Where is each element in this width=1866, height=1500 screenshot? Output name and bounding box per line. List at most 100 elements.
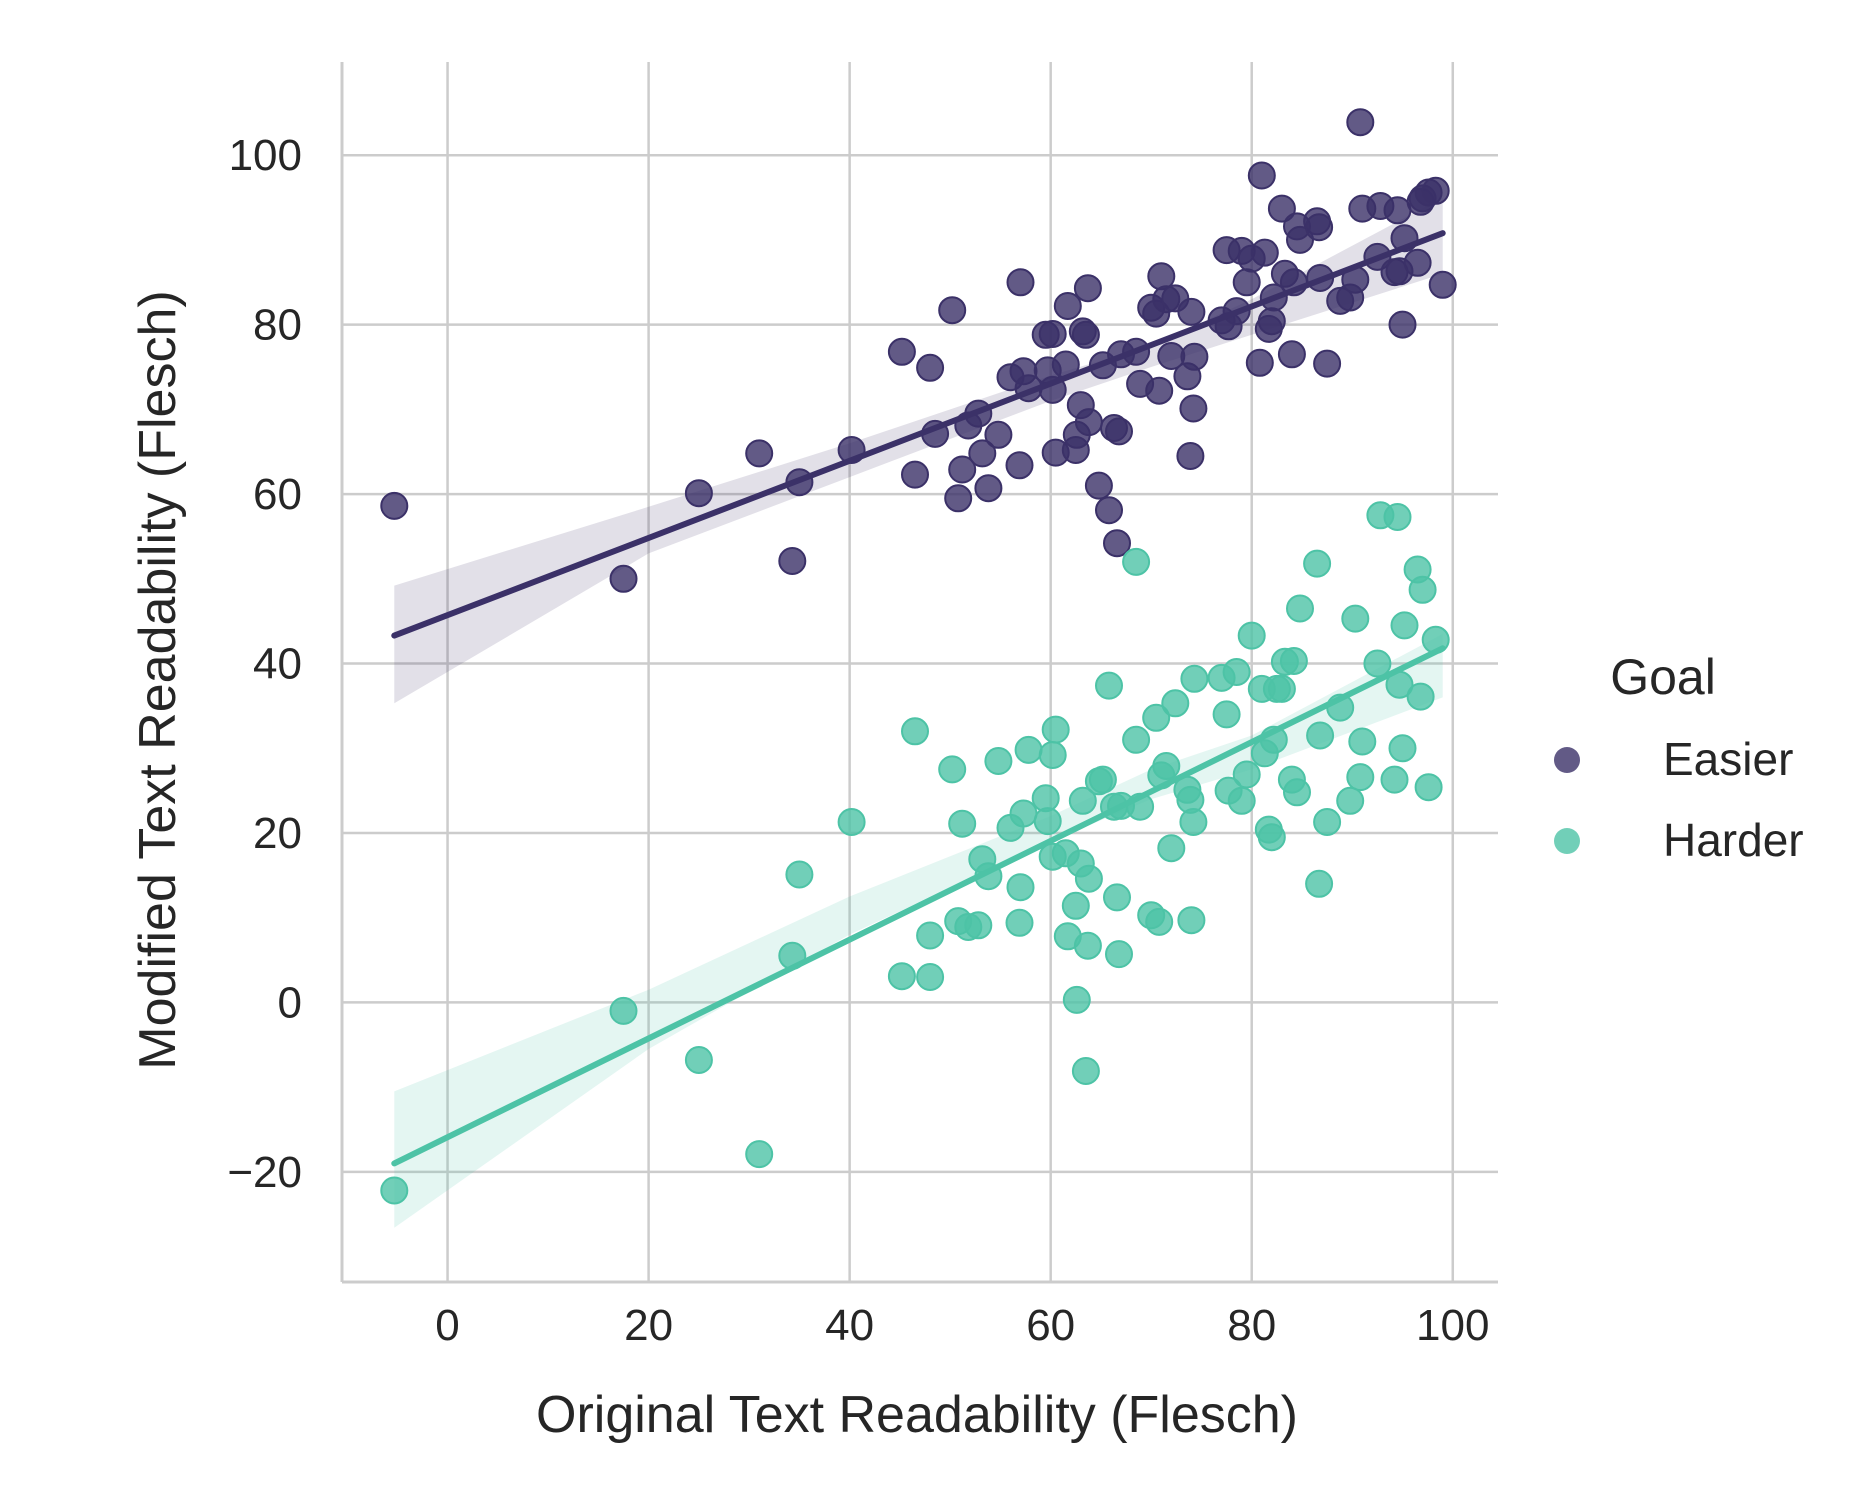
point-easier (1176, 442, 1205, 470)
point-harder (1179, 808, 1208, 836)
point-harder (1161, 689, 1190, 718)
point-harder (1041, 715, 1070, 744)
point-harder (1267, 674, 1296, 703)
point-harder (984, 747, 1013, 775)
point-easier (778, 547, 807, 575)
point-harder (1157, 834, 1186, 863)
point-harder (1122, 725, 1151, 754)
data-points (380, 108, 1457, 1205)
point-harder (948, 809, 977, 838)
point-easier (1005, 451, 1034, 480)
point-harder (1222, 658, 1251, 686)
point-harder (1388, 734, 1417, 763)
point-easier (1245, 348, 1274, 377)
point-easier (1383, 196, 1412, 225)
point-harder (1103, 883, 1131, 912)
point-harder (1279, 647, 1308, 675)
x-tick-label: 0 (435, 1301, 459, 1350)
point-easier (968, 439, 997, 468)
y-tick-label: 20 (253, 809, 302, 858)
point-harder (1061, 891, 1090, 920)
point-harder (1348, 727, 1377, 756)
point-harder (1074, 864, 1103, 893)
point-harder (380, 1176, 409, 1205)
point-harder (887, 962, 916, 991)
legend-title: Goal (1610, 649, 1716, 705)
point-harder (1095, 671, 1123, 700)
point-easier (1105, 417, 1133, 446)
point-easier (1071, 320, 1100, 349)
point-harder (1406, 682, 1435, 711)
point-harder (1227, 786, 1256, 815)
point-harder (1033, 807, 1062, 836)
legend-label-easier: Easier (1663, 733, 1793, 785)
x-tick-label: 60 (1026, 1301, 1075, 1350)
point-harder (1152, 752, 1181, 780)
ci-band-easier (394, 197, 1443, 704)
point-easier (1403, 248, 1432, 277)
y-tick-label: −20 (227, 1148, 302, 1197)
legend-label-harder: Harder (1663, 814, 1804, 866)
point-harder (1414, 773, 1443, 802)
point-harder (1006, 873, 1035, 902)
point-harder (1062, 985, 1091, 1014)
point-harder (1303, 549, 1332, 578)
legend: Goal Easier Harder (1554, 649, 1804, 866)
point-harder (1122, 547, 1151, 576)
y-tick-label: 80 (253, 301, 302, 350)
point-easier (1180, 342, 1209, 371)
point-harder (837, 808, 866, 836)
regression-line-easier (391, 230, 1446, 639)
point-easier (1313, 349, 1342, 378)
point-harder (609, 996, 638, 1025)
point-easier (1103, 529, 1131, 558)
point-harder (1313, 808, 1342, 836)
point-easier (901, 460, 929, 489)
point-harder (1336, 786, 1365, 815)
point-easier (1232, 268, 1261, 297)
point-harder (1363, 649, 1392, 678)
point-harder (1068, 786, 1097, 815)
point-easier (1286, 225, 1314, 254)
point-harder (916, 921, 945, 950)
x-axis-label: Original Text Readability (Flesch) (536, 1386, 1298, 1444)
point-easier (609, 564, 638, 593)
point-easier (1257, 307, 1286, 336)
y-tick-label: 0 (278, 978, 302, 1027)
point-easier (380, 491, 409, 520)
y-tick-label: 100 (229, 131, 302, 180)
point-easier (1277, 340, 1306, 369)
point-harder (1038, 741, 1067, 769)
point-easier (1421, 176, 1450, 205)
point-harder (1283, 778, 1311, 807)
point-harder (785, 860, 814, 889)
point-harder (1286, 594, 1314, 623)
point-harder (1237, 621, 1266, 650)
point-easier (745, 439, 774, 468)
point-easier (1305, 213, 1334, 242)
y-tick-label: 60 (253, 470, 302, 519)
point-easier (944, 484, 973, 513)
point-harder (1180, 664, 1209, 693)
point-easier (1095, 496, 1123, 525)
x-tick-label: 40 (825, 1301, 874, 1350)
point-easier (1038, 320, 1067, 348)
point-harder (1380, 765, 1409, 794)
point-easier (974, 474, 1003, 503)
point-harder (1088, 765, 1117, 794)
point-harder (1383, 503, 1412, 531)
point-easier (1247, 161, 1276, 190)
point-harder (938, 755, 967, 784)
legend-marker-harder (1554, 828, 1580, 854)
point-harder (1346, 763, 1375, 792)
point-easier (1177, 297, 1206, 326)
x-tick-label: 20 (624, 1301, 673, 1350)
legend-marker-easier (1554, 747, 1580, 773)
point-easier (984, 420, 1013, 449)
point-harder (1305, 869, 1334, 898)
y-axis-label: Modified Text Readability (Flesch) (129, 290, 187, 1069)
axes (340, 62, 1498, 1284)
x-tick-label: 80 (1227, 1301, 1276, 1350)
point-easier (887, 337, 916, 366)
